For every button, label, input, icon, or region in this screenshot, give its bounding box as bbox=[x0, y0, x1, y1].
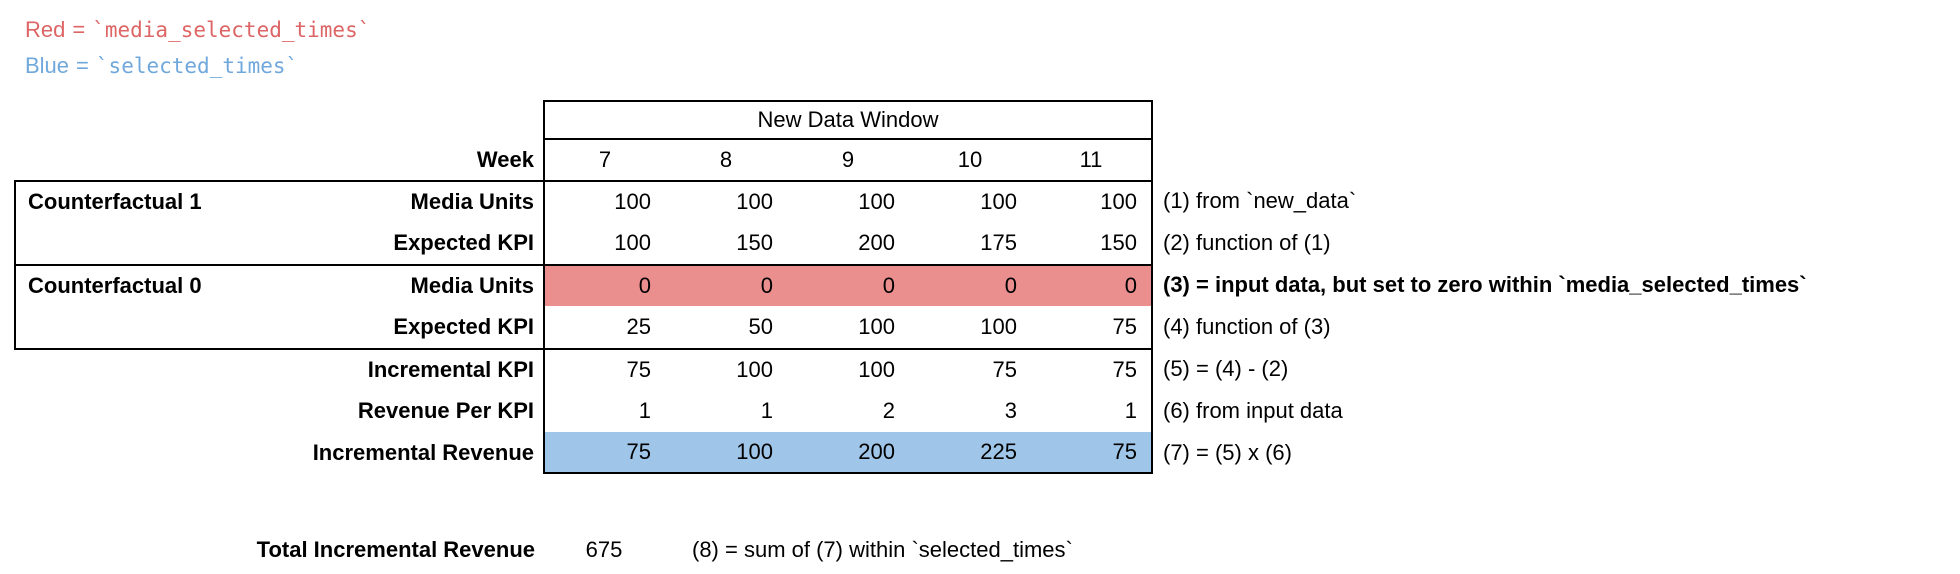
value-cell: 100 bbox=[1031, 180, 1153, 222]
total-row: Total Incremental Revenue 675 (8) = sum … bbox=[0, 532, 1960, 568]
row-label: Revenue Per KPI bbox=[357, 398, 534, 423]
total-label: Total Incremental Revenue bbox=[256, 537, 535, 562]
spacer bbox=[1153, 100, 1953, 140]
group-label bbox=[14, 222, 260, 264]
value-cell: 150 bbox=[1031, 222, 1153, 264]
value-cell: 1 bbox=[1031, 390, 1153, 432]
group-label-counterfactual-0: Counterfactual 0 bbox=[14, 264, 260, 306]
value-cell: 3 bbox=[1004, 398, 1017, 423]
legend-red-label: Red bbox=[25, 17, 66, 42]
row-label: Media Units bbox=[260, 180, 543, 222]
group-label bbox=[14, 306, 260, 348]
value-cell: 200 bbox=[858, 230, 895, 255]
legend-red-equals: = bbox=[72, 17, 86, 42]
week-value: 10 bbox=[957, 147, 983, 172]
row-note: (6) from input data bbox=[1163, 398, 1343, 423]
value-cell-red: 0 bbox=[543, 264, 665, 306]
row-label: Incremental Revenue bbox=[312, 440, 534, 465]
legend: Red = `media_selected_times` Blue = `selecte… bbox=[25, 12, 370, 84]
legend-blue-equals: = bbox=[76, 53, 89, 78]
value-cell-red: 0 bbox=[787, 264, 909, 306]
value-cell: 150 bbox=[736, 230, 773, 255]
week-value: 9 bbox=[841, 147, 855, 172]
value-cell: 100 bbox=[665, 348, 787, 390]
legend-blue-code: `selected_times` bbox=[95, 54, 299, 78]
week-value: 7 bbox=[543, 140, 665, 180]
row-note: (5) = (4) - (2) bbox=[1163, 356, 1289, 381]
legend-red: Red = `media_selected_times` bbox=[25, 12, 370, 48]
spacer bbox=[1153, 140, 1953, 180]
spacer bbox=[14, 100, 543, 140]
row-note: (1) from `new_data` bbox=[1163, 188, 1357, 213]
row-note: (7) = (5) x (6) bbox=[1163, 440, 1292, 465]
group-label bbox=[14, 348, 260, 390]
value-cell-blue: 225 bbox=[909, 432, 1031, 474]
value-cell-blue: 200 bbox=[787, 432, 909, 474]
value-cell-red: 0 bbox=[1031, 264, 1153, 306]
value-cell: 100 bbox=[543, 222, 665, 264]
legend-red-code: `media_selected_times` bbox=[92, 18, 371, 42]
total-note: (8) = sum of (7) within `selected_times` bbox=[692, 537, 1073, 562]
new-data-window-header: New Data Window bbox=[543, 100, 1153, 140]
row-note: (4) function of (3) bbox=[1163, 314, 1331, 339]
value-cell: 75 bbox=[909, 348, 1031, 390]
value-cell: 100 bbox=[980, 314, 1017, 339]
row-label: Incremental KPI bbox=[260, 348, 543, 390]
row-note: (2) function of (1) bbox=[1163, 230, 1331, 255]
value-cell: 25 bbox=[543, 306, 665, 348]
value-cell: 1 bbox=[543, 390, 665, 432]
value-cell-blue: 100 bbox=[665, 432, 787, 474]
value-cell: 1 bbox=[760, 398, 773, 423]
row-label: Expected KPI bbox=[393, 230, 534, 255]
legend-blue: Blue = `selected_times` bbox=[25, 48, 370, 84]
value-cell: 75 bbox=[1031, 306, 1153, 348]
value-cell-red: 0 bbox=[909, 264, 1031, 306]
value-cell: 100 bbox=[787, 180, 909, 222]
legend-blue-label: Blue bbox=[25, 53, 70, 78]
row-note: (3) = input data, but set to zero within… bbox=[1163, 272, 1807, 297]
value-cell: 2 bbox=[882, 398, 895, 423]
value-cell: 100 bbox=[858, 314, 895, 339]
calculation-table: New Data Window Week 7 8 9 10 11 Counter… bbox=[14, 100, 1953, 474]
value-cell: 175 bbox=[980, 230, 1017, 255]
week-label: Week bbox=[476, 147, 534, 172]
value-cell: 75 bbox=[543, 348, 665, 390]
value-cell: 75 bbox=[1031, 348, 1153, 390]
value-cell-red: 0 bbox=[665, 264, 787, 306]
value-cell: 50 bbox=[748, 314, 773, 339]
week-value: 8 bbox=[719, 147, 733, 172]
group-label bbox=[14, 432, 260, 474]
value-cell: 100 bbox=[909, 180, 1031, 222]
row-label: Expected KPI bbox=[393, 314, 534, 339]
value-cell-blue: 75 bbox=[1031, 432, 1153, 474]
value-cell: 100 bbox=[787, 348, 909, 390]
row-label: Media Units bbox=[260, 264, 543, 306]
total-value: 675 bbox=[585, 537, 623, 562]
week-value: 11 bbox=[1031, 140, 1153, 180]
value-cell: 100 bbox=[665, 180, 787, 222]
group-label-counterfactual-1: Counterfactual 1 bbox=[14, 180, 260, 222]
value-cell: 100 bbox=[543, 180, 665, 222]
group-label bbox=[14, 390, 260, 432]
value-cell-blue: 75 bbox=[543, 432, 665, 474]
